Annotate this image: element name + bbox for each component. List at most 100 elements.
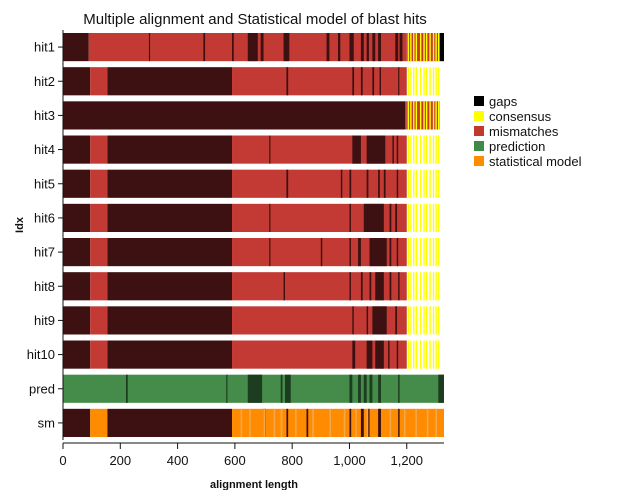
hit8-base-segment [389,272,392,301]
hit10-consensus-line [423,340,425,369]
hit6-consensus-line [425,203,428,232]
hit9-consensus-line [413,306,415,335]
hit10-base-segment [107,340,233,369]
hit10-consensus-line [435,340,437,369]
hit7-base-segment [269,238,271,267]
hit10-consensus-line [425,340,428,369]
hit2-consensus-line [410,67,412,96]
hit8-consensus-line [432,272,435,301]
row-hit1 [63,33,444,62]
sm-light-line [366,408,369,437]
pred-prediction_dark-segment [363,374,367,403]
hit10-consensus-line [410,340,412,369]
sm-light-line [426,408,429,437]
legend-label: statistical model [489,154,582,169]
row-hit7 [63,238,440,267]
x-axis-label: alignment length [210,479,298,490]
hit8-base-segment [360,272,363,301]
hit9-consensus-line [423,306,425,335]
hit9-mismatch-segment [90,306,108,335]
hit4-consensus-line [419,135,422,164]
hit5-mismatch-segment [90,169,108,198]
hit1-consensus-line [425,33,428,62]
hit10-base-segment [352,340,356,369]
hit1-base-segment [326,33,330,62]
hit1-consensus-line [415,33,418,62]
hit7-consensus-line [432,238,435,267]
legend-swatch [474,156,484,166]
sm-base-segment [368,408,370,437]
legend-swatch [474,111,484,121]
hit5-base-segment [396,169,399,198]
sm-light-line [389,408,392,437]
hit1-consensus-line [410,33,412,62]
hit1-gap-segment [439,33,444,62]
sm-base-segment [349,408,352,437]
hit2-base-segment [372,67,375,96]
sm-base-segment [286,408,289,437]
hit1-consensus-line [432,33,435,62]
hit7-base-segment [389,238,392,267]
hit4-consensus-line [413,135,415,164]
hit6-consensus-line [419,203,422,232]
hit1-consensus-line [423,33,425,62]
hit9-consensus-line [419,306,422,335]
hit5-consensus-line [437,169,440,198]
sm-statistical_model-segment [232,408,444,437]
hit7-base-segment [107,238,233,267]
hit7-base-segment [396,238,399,267]
legend: gapsconsensusmismatchespredictionstatist… [474,94,582,169]
sm-light-line [343,408,346,437]
sm-statistical_model-segment [90,408,108,437]
hit1-base-segment [232,33,234,62]
plot-area [63,33,444,437]
hit6-consensus-line [429,203,431,232]
hit5-consensus-line [415,169,418,198]
x-tick-label: 1,000 [333,453,366,468]
hit2-consensus-line [407,67,410,96]
hit10-base-segment [388,340,390,369]
hit5-consensus-line [413,169,415,198]
hit7-consensus-line [425,238,428,267]
hit3-consensus-line [407,101,410,130]
hit7-base-segment [63,238,91,267]
hit6-base-segment [107,203,233,232]
hit7-base-segment [349,238,351,267]
hit8-consensus-line [407,272,410,301]
hit4-base-segment [107,135,233,164]
hit8-base-segment [398,272,400,301]
hit2-base-segment [63,67,91,96]
hit10-base-segment [63,340,91,369]
pred-prediction_dark-segment [349,374,353,403]
hit8-base-segment [283,272,286,301]
hit2-consensus-line [413,67,415,96]
hit6-consensus-line [437,203,440,232]
hit1-consensus-line [429,33,431,62]
hit9-consensus-line [437,306,440,335]
sm-light-line [329,408,332,437]
pred-prediction_dark-segment [126,374,128,403]
hit2-consensus-line [423,67,425,96]
hit4-base-segment [392,135,394,164]
hit1-base-segment [360,33,364,62]
pred-prediction_dark-segment [369,374,373,403]
hit4-consensus-line [415,135,418,164]
hit8-consensus-line [425,272,428,301]
hit3-consensus-line [435,101,437,130]
y-tick-label: hit5 [34,176,55,191]
legend-item: prediction [474,139,545,154]
hit8-base-segment [63,272,91,301]
hit2-base-segment [398,67,400,96]
hit6-base-segment [363,203,384,232]
x-tick-label: 0 [59,453,66,468]
hit10-base-segment [366,340,373,369]
hit3-consensus-line [429,101,431,130]
hit6-base-segment [349,203,351,232]
hit4-consensus-line [425,135,428,164]
hit1-base-segment [260,33,264,62]
pred-prediction_dark-segment [438,374,444,403]
hit2-consensus-line [419,67,422,96]
hit1-consensus-line [419,33,422,62]
hit1-base-segment [148,33,151,62]
hit3-consensus-line [413,101,415,130]
